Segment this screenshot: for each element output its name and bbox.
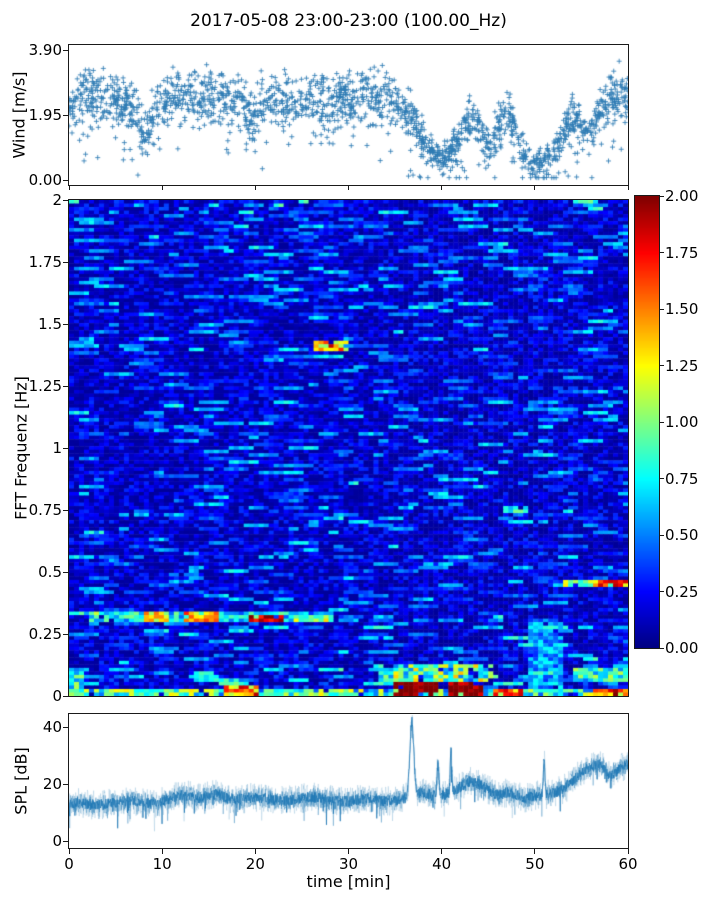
y-tick-label: 40 bbox=[42, 718, 62, 736]
y-tick-mark bbox=[63, 179, 68, 181]
x-tick-mark bbox=[627, 849, 629, 854]
x-tick-mark bbox=[441, 849, 443, 854]
x-tick-mark-upper bbox=[68, 186, 70, 190]
y-tick-label: 2 bbox=[52, 191, 62, 209]
y-tick-mark bbox=[63, 49, 68, 51]
y-tick-mark bbox=[63, 840, 68, 842]
y-tick-label: 1.95 bbox=[28, 106, 62, 124]
y-tick-mark bbox=[63, 199, 68, 201]
chart-title: 2017-05-08 23:00-23:00 (100.00_Hz) bbox=[190, 11, 507, 31]
colorbar-tick-label: 1.75 bbox=[665, 243, 699, 262]
spl-line-canvas bbox=[69, 714, 628, 848]
y-tick-label: 20 bbox=[42, 775, 62, 793]
colorbar-tick-label: 0.75 bbox=[665, 469, 699, 488]
y-tick-mark bbox=[63, 114, 68, 116]
colorbar-tick-mark bbox=[659, 195, 664, 197]
x-tick-label: 20 bbox=[245, 855, 265, 873]
x-tick-mark-upper bbox=[254, 186, 256, 190]
y-tick-label: 1.75 bbox=[28, 253, 62, 271]
colorbar-canvas bbox=[635, 196, 659, 648]
y-tick-mark bbox=[63, 633, 68, 635]
y-tick-mark bbox=[63, 571, 68, 573]
y-tick-label: 1 bbox=[52, 439, 62, 457]
colorbar-tick-label: 1.00 bbox=[665, 413, 699, 431]
colorbar-tick-label: 2.00 bbox=[665, 187, 699, 205]
x-tick-label: 50 bbox=[525, 855, 545, 873]
y-tick-label: 3.90 bbox=[28, 41, 62, 59]
x-tick-mark-upper bbox=[627, 186, 629, 190]
colorbar-tick-label: 1.50 bbox=[665, 300, 699, 318]
y-tick-label: 0 bbox=[52, 687, 62, 705]
x-tick-label: 30 bbox=[338, 855, 359, 873]
x-axis-label: time [min] bbox=[306, 872, 391, 891]
x-tick-mark bbox=[348, 849, 349, 854]
fft-spectrogram-panel bbox=[68, 199, 629, 697]
y-tick-label: 0.75 bbox=[28, 501, 62, 519]
y-tick-mark bbox=[63, 261, 68, 263]
x-tick-mark-upper bbox=[534, 186, 536, 190]
x-tick-mark-upper bbox=[348, 186, 349, 190]
colorbar-tick-label: 0.00 bbox=[665, 639, 699, 657]
x-tick-mark bbox=[68, 849, 70, 854]
x-tick-mark-upper bbox=[161, 186, 163, 190]
colorbar-tick-mark bbox=[659, 478, 664, 479]
y-tick-mark bbox=[63, 447, 68, 449]
y-tick-label: 0 bbox=[52, 832, 62, 850]
y-tick-label: 0.00 bbox=[28, 171, 62, 189]
colorbar-tick-mark bbox=[659, 534, 664, 536]
colorbar bbox=[634, 195, 660, 649]
colorbar-tick-label: 0.50 bbox=[665, 526, 699, 544]
y-tick-mark bbox=[63, 783, 68, 785]
y-tick-mark bbox=[63, 509, 68, 511]
x-tick-label: 40 bbox=[432, 855, 452, 873]
colorbar-tick-label: 0.25 bbox=[665, 582, 699, 601]
x-tick-label: 60 bbox=[618, 855, 638, 873]
colorbar-tick-mark bbox=[659, 365, 664, 366]
colorbar-tick-mark bbox=[659, 421, 664, 423]
x-tick-mark bbox=[254, 849, 256, 854]
y-tick-label: 0.5 bbox=[38, 563, 62, 581]
x-tick-label: 10 bbox=[152, 855, 172, 873]
wind-panel bbox=[68, 44, 629, 186]
spl-panel bbox=[68, 713, 629, 849]
y-tick-mark bbox=[63, 323, 68, 325]
colorbar-tick-mark bbox=[659, 308, 664, 310]
y-tick-label: 1.25 bbox=[28, 377, 62, 395]
colorbar-tick-mark bbox=[659, 647, 664, 649]
colorbar-tick-mark bbox=[659, 252, 664, 253]
x-tick-mark bbox=[161, 849, 163, 854]
x-tick-mark bbox=[534, 849, 536, 854]
x-tick-mark-upper bbox=[441, 186, 443, 190]
wind-scatter-canvas bbox=[69, 45, 628, 185]
y-tick-mark bbox=[63, 726, 68, 728]
y-tick-label: 1.5 bbox=[38, 315, 62, 333]
x-tick-label: 0 bbox=[64, 855, 74, 873]
y-tick-mark bbox=[63, 695, 68, 697]
colorbar-tick-mark bbox=[659, 591, 664, 592]
y-tick-mark bbox=[63, 385, 68, 387]
fft-spectrogram-canvas bbox=[69, 200, 628, 696]
y-tick-label: 0.25 bbox=[28, 625, 62, 643]
colorbar-tick-label: 1.25 bbox=[665, 356, 699, 375]
